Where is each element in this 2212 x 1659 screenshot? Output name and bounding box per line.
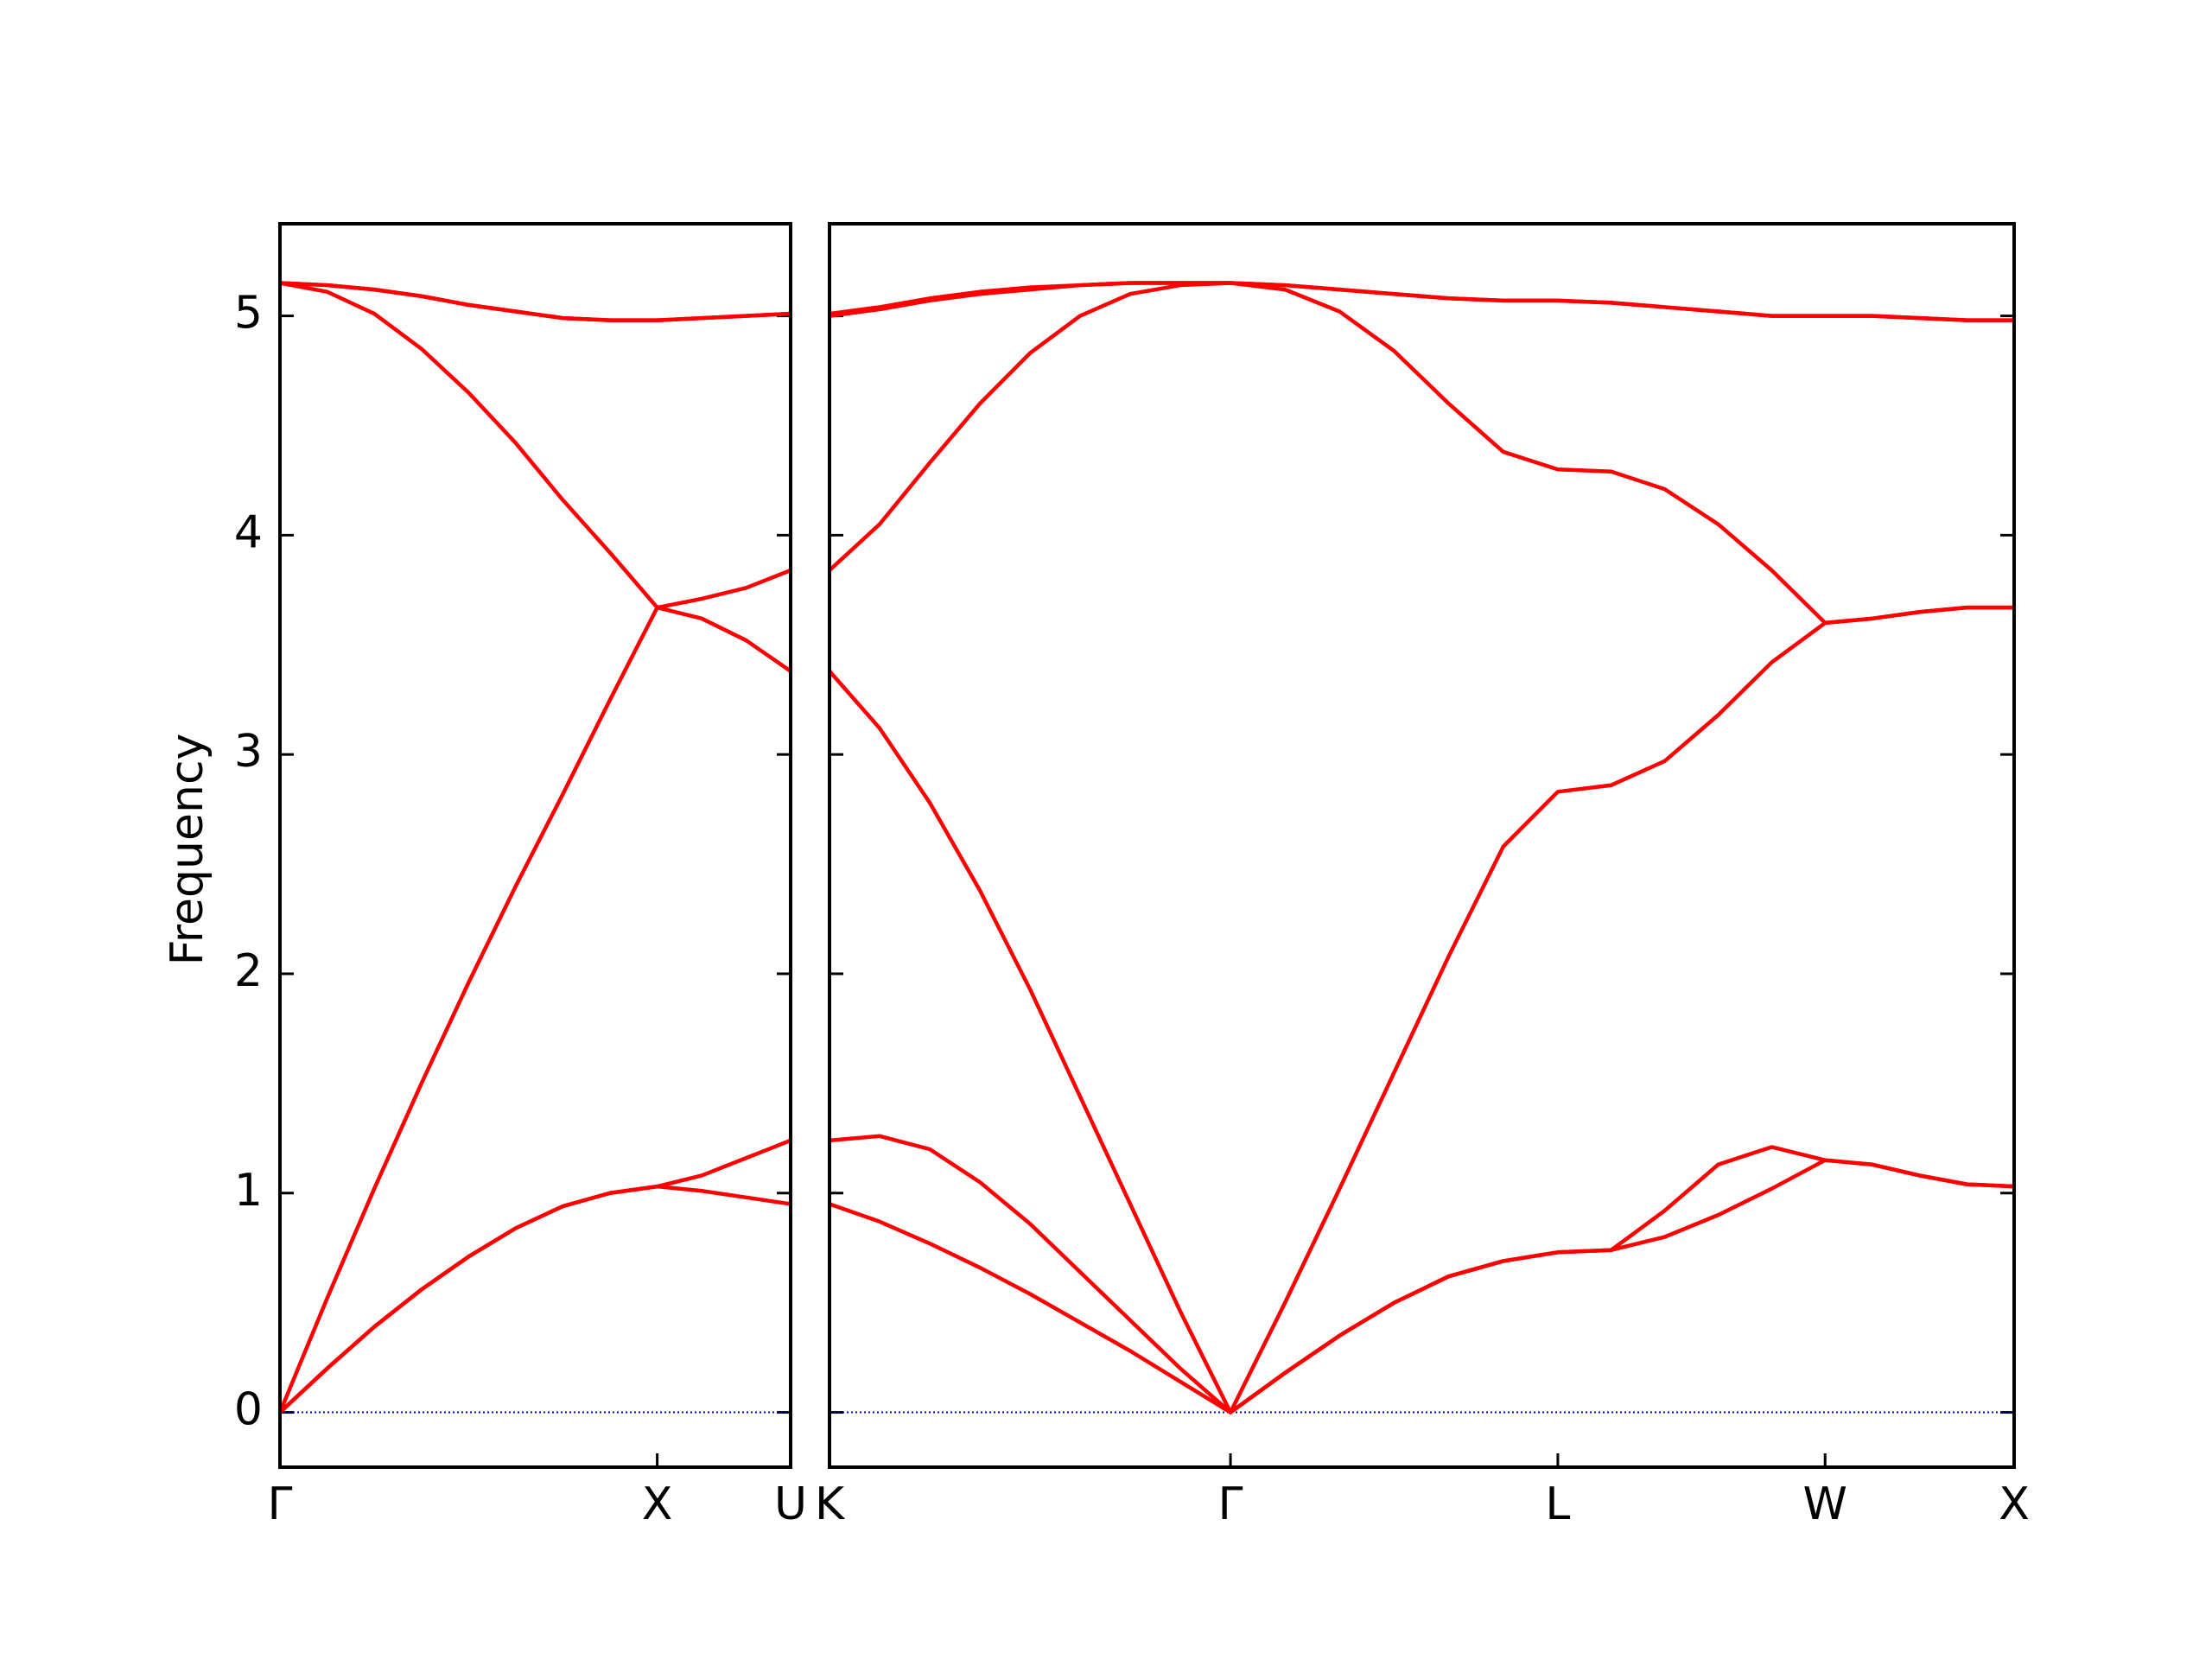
x-tick-label: K [815,1478,846,1530]
x-tick-label: L [1545,1478,1570,1530]
plot-frame [278,222,792,1469]
band-line [829,1134,2015,1414]
y-tick-label: 3 [234,726,263,778]
x-tick-label: Γ [1218,1478,1243,1530]
band-line [828,605,2014,1414]
y-tick-label: 2 [234,945,263,997]
x-tick-label: Γ [268,1478,293,1530]
x-tick-label: U [774,1478,807,1530]
band-line [829,1158,2015,1414]
y-axis-label: Frequency [162,734,213,966]
band-line [829,281,2014,322]
band-line [279,281,791,610]
band-line [278,1138,791,1414]
x-tick-label: W [1803,1478,1847,1530]
y-tick-label: 0 [234,1384,263,1436]
y-tick-label: 1 [234,1165,263,1217]
x-tick-label: X [642,1478,673,1530]
x-tick-label: X [1999,1478,2030,1530]
band-line [828,281,2014,626]
y-tick-label: 5 [234,288,263,340]
band-line [277,605,792,1414]
y-tick-label: 4 [234,506,263,558]
plot-frame [828,222,2016,1469]
band-line [279,281,791,322]
